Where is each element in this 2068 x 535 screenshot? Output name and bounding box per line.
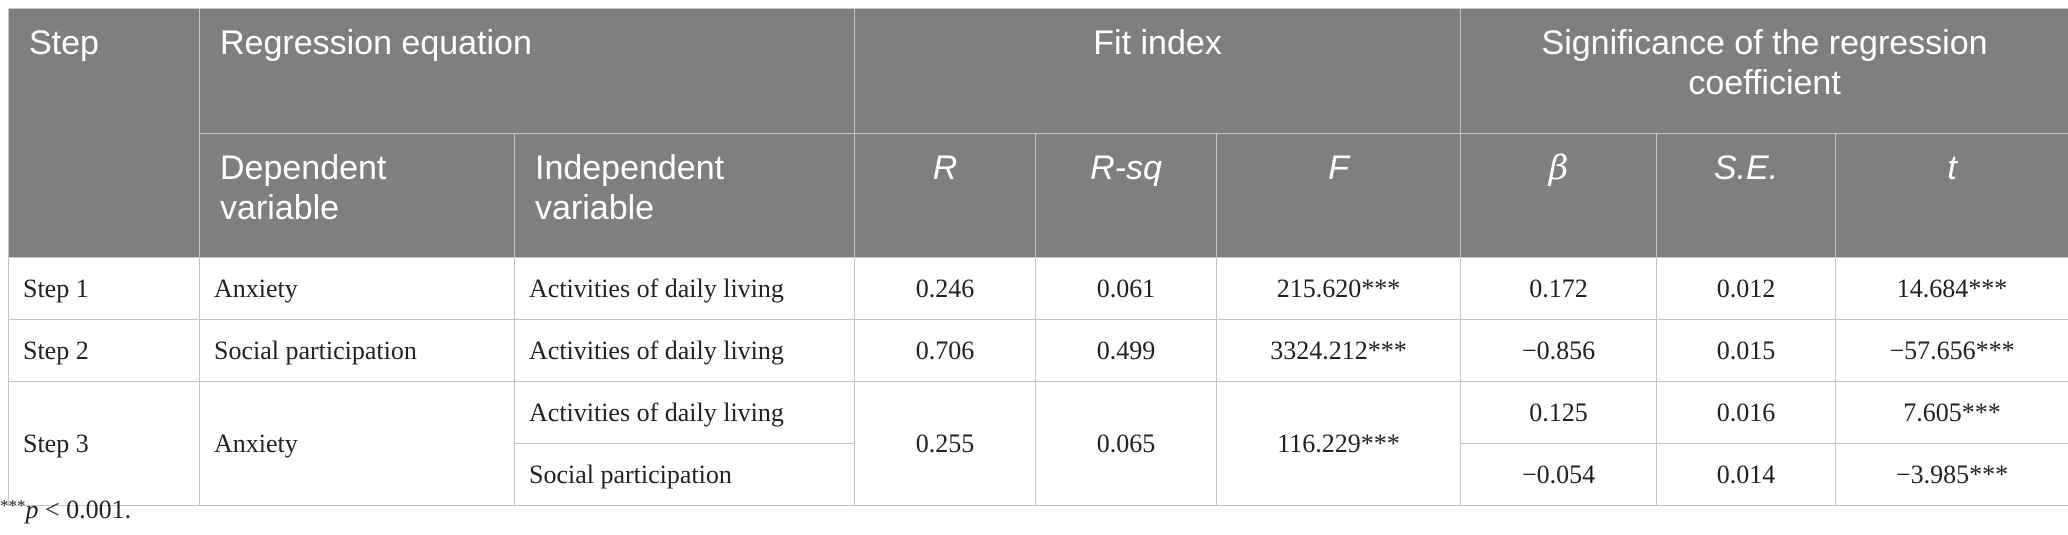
header-fit-index: Fit index [854, 8, 1462, 134]
table-row: Step 1 Anxiety Activities of daily livin… [8, 257, 2068, 320]
cell-f: 116.229*** [1216, 381, 1462, 506]
table-row: Step 2 Social participation Activities o… [8, 319, 2068, 382]
cell-r-sq: 0.499 [1035, 319, 1218, 382]
cell-r: 0.246 [854, 257, 1037, 320]
cell-f: 215.620*** [1216, 257, 1462, 320]
header-r-sq: R-sq [1035, 133, 1218, 258]
cell-t: 7.605*** [1835, 381, 2068, 444]
footnote-stars: *** [0, 496, 26, 515]
cell-step: Step 1 [8, 257, 200, 320]
header-significance: Significance of the regression coefficie… [1460, 8, 2068, 134]
header-independent-variable: Independent variable [513, 133, 856, 258]
cell-beta: −0.856 [1460, 319, 1658, 382]
cell-beta: −0.054 [1460, 443, 1658, 506]
table-body: Step 1 Anxiety Activities of daily livin… [8, 257, 2068, 506]
table-footnote: ***p < 0.001. [0, 491, 131, 525]
cell-dependent: Anxiety [199, 257, 515, 320]
header-dependent-variable: Dependent variable [199, 133, 515, 258]
cell-se: 0.015 [1656, 319, 1837, 382]
header-r: R [854, 133, 1037, 258]
header-beta: β [1460, 133, 1658, 258]
footnote-p: p [25, 495, 39, 524]
cell-independent: Activities of daily living [513, 381, 856, 444]
cell-r-sq: 0.061 [1035, 257, 1218, 320]
table-row: Social participation −0.054 0.014 −3.985… [9, 443, 2068, 506]
cell-se: 0.014 [1656, 443, 1837, 506]
header-row-1: Step Regression equation Fit index Signi… [8, 8, 2068, 258]
table-row: Step 3 Anxiety Activities of daily livin… [8, 381, 2068, 506]
footnote-text: < 0.001. [38, 495, 132, 524]
cell-step: Step 2 [8, 319, 200, 382]
cell-r-sq: 0.065 [1035, 381, 1218, 506]
cell-t: 14.684*** [1835, 257, 2068, 320]
table-header: Step Regression equation Fit index Signi… [8, 8, 2068, 258]
header-se: S.E. [1656, 133, 1837, 258]
cell-t: −3.985*** [1835, 443, 2068, 506]
cell-t: −57.656*** [1835, 319, 2068, 382]
cell-step: Step 3 [8, 381, 200, 506]
cell-dependent: Anxiety [199, 381, 515, 506]
header-regression-equation: Regression equation [198, 8, 856, 134]
header-step: Step [8, 8, 200, 258]
cell-se: 0.016 [1656, 381, 1837, 444]
header-row-2: Dependent variable Independent variable … [9, 133, 2068, 258]
cell-r: 0.706 [854, 319, 1037, 382]
cell-se: 0.012 [1656, 257, 1837, 320]
cell-beta: 0.125 [1460, 381, 1658, 444]
header-t: t [1835, 133, 2068, 258]
cell-independent: Activities of daily living [513, 257, 856, 320]
cell-independent: Activities of daily living [513, 319, 856, 382]
regression-table: Step Regression equation Fit index Signi… [8, 8, 2068, 506]
cell-r: 0.255 [854, 381, 1037, 506]
cell-dependent: Social participation [199, 319, 515, 382]
header-f: F [1216, 133, 1462, 258]
cell-independent: Social participation [513, 443, 856, 506]
cell-beta: 0.172 [1460, 257, 1658, 320]
cell-f: 3324.212*** [1216, 319, 1462, 382]
